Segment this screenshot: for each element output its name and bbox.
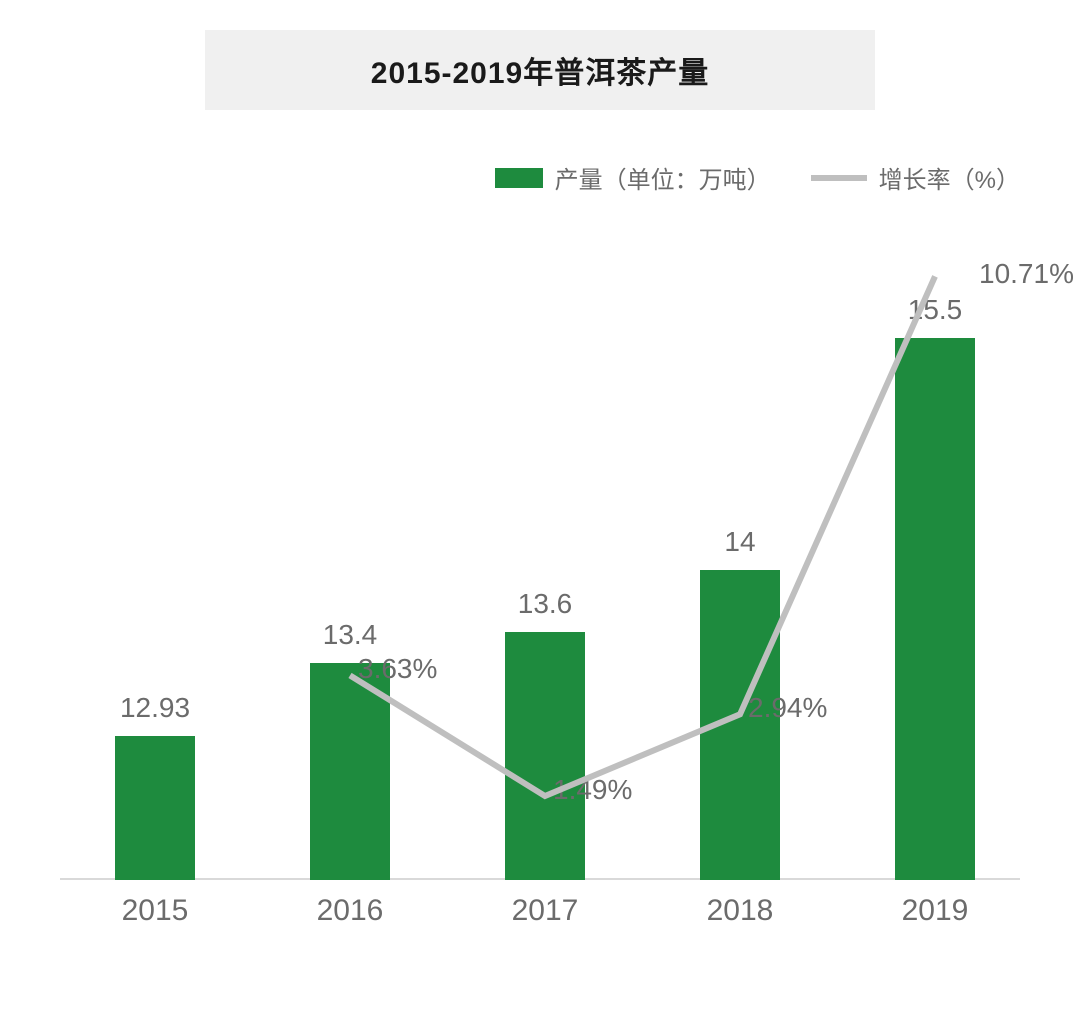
legend-swatch-bar [495, 168, 543, 188]
growth-label-2: 1.49% [553, 774, 632, 806]
bar-value-label-4: 15.5 [865, 294, 1005, 326]
growth-label-3: 2.94% [748, 692, 827, 724]
bar-value-label-0: 12.93 [85, 692, 225, 724]
growth-label-1: 3.63% [358, 653, 437, 685]
bar-2015 [115, 736, 195, 880]
xaxis-label-4: 2019 [865, 894, 1005, 928]
xaxis-label-0: 2015 [85, 894, 225, 928]
legend-label-bar: 产量（单位：万吨） [555, 160, 771, 195]
bar-2018 [700, 570, 780, 880]
chart-title: 2015-2019年普洱茶产量 [371, 48, 709, 92]
legend-item-line: 增长率（%） [811, 160, 1020, 195]
chart-title-box: 2015-2019年普洱茶产量 [205, 30, 875, 110]
bar-value-label-1: 13.4 [280, 619, 420, 651]
xaxis-label-2: 2017 [475, 894, 615, 928]
bar-value-label-2: 13.6 [475, 588, 615, 620]
bar-2019 [895, 338, 975, 881]
xaxis-label-1: 2016 [280, 894, 420, 928]
legend-swatch-line [811, 175, 867, 181]
growth-polyline [350, 276, 935, 796]
chart-plot-area: 12.93 13.4 13.6 14 15.5 3.63% 1.49% 2.94… [60, 260, 1020, 880]
bar-value-label-3: 14 [670, 526, 810, 558]
bar-2017 [505, 632, 585, 880]
xaxis-label-3: 2018 [670, 894, 810, 928]
bar-2016 [310, 663, 390, 880]
legend: 产量（单位：万吨） 增长率（%） [495, 160, 1020, 195]
legend-item-bar: 产量（单位：万吨） [495, 160, 771, 195]
growth-label-4: 10.71% [979, 258, 1074, 290]
legend-label-line: 增长率（%） [879, 160, 1020, 195]
